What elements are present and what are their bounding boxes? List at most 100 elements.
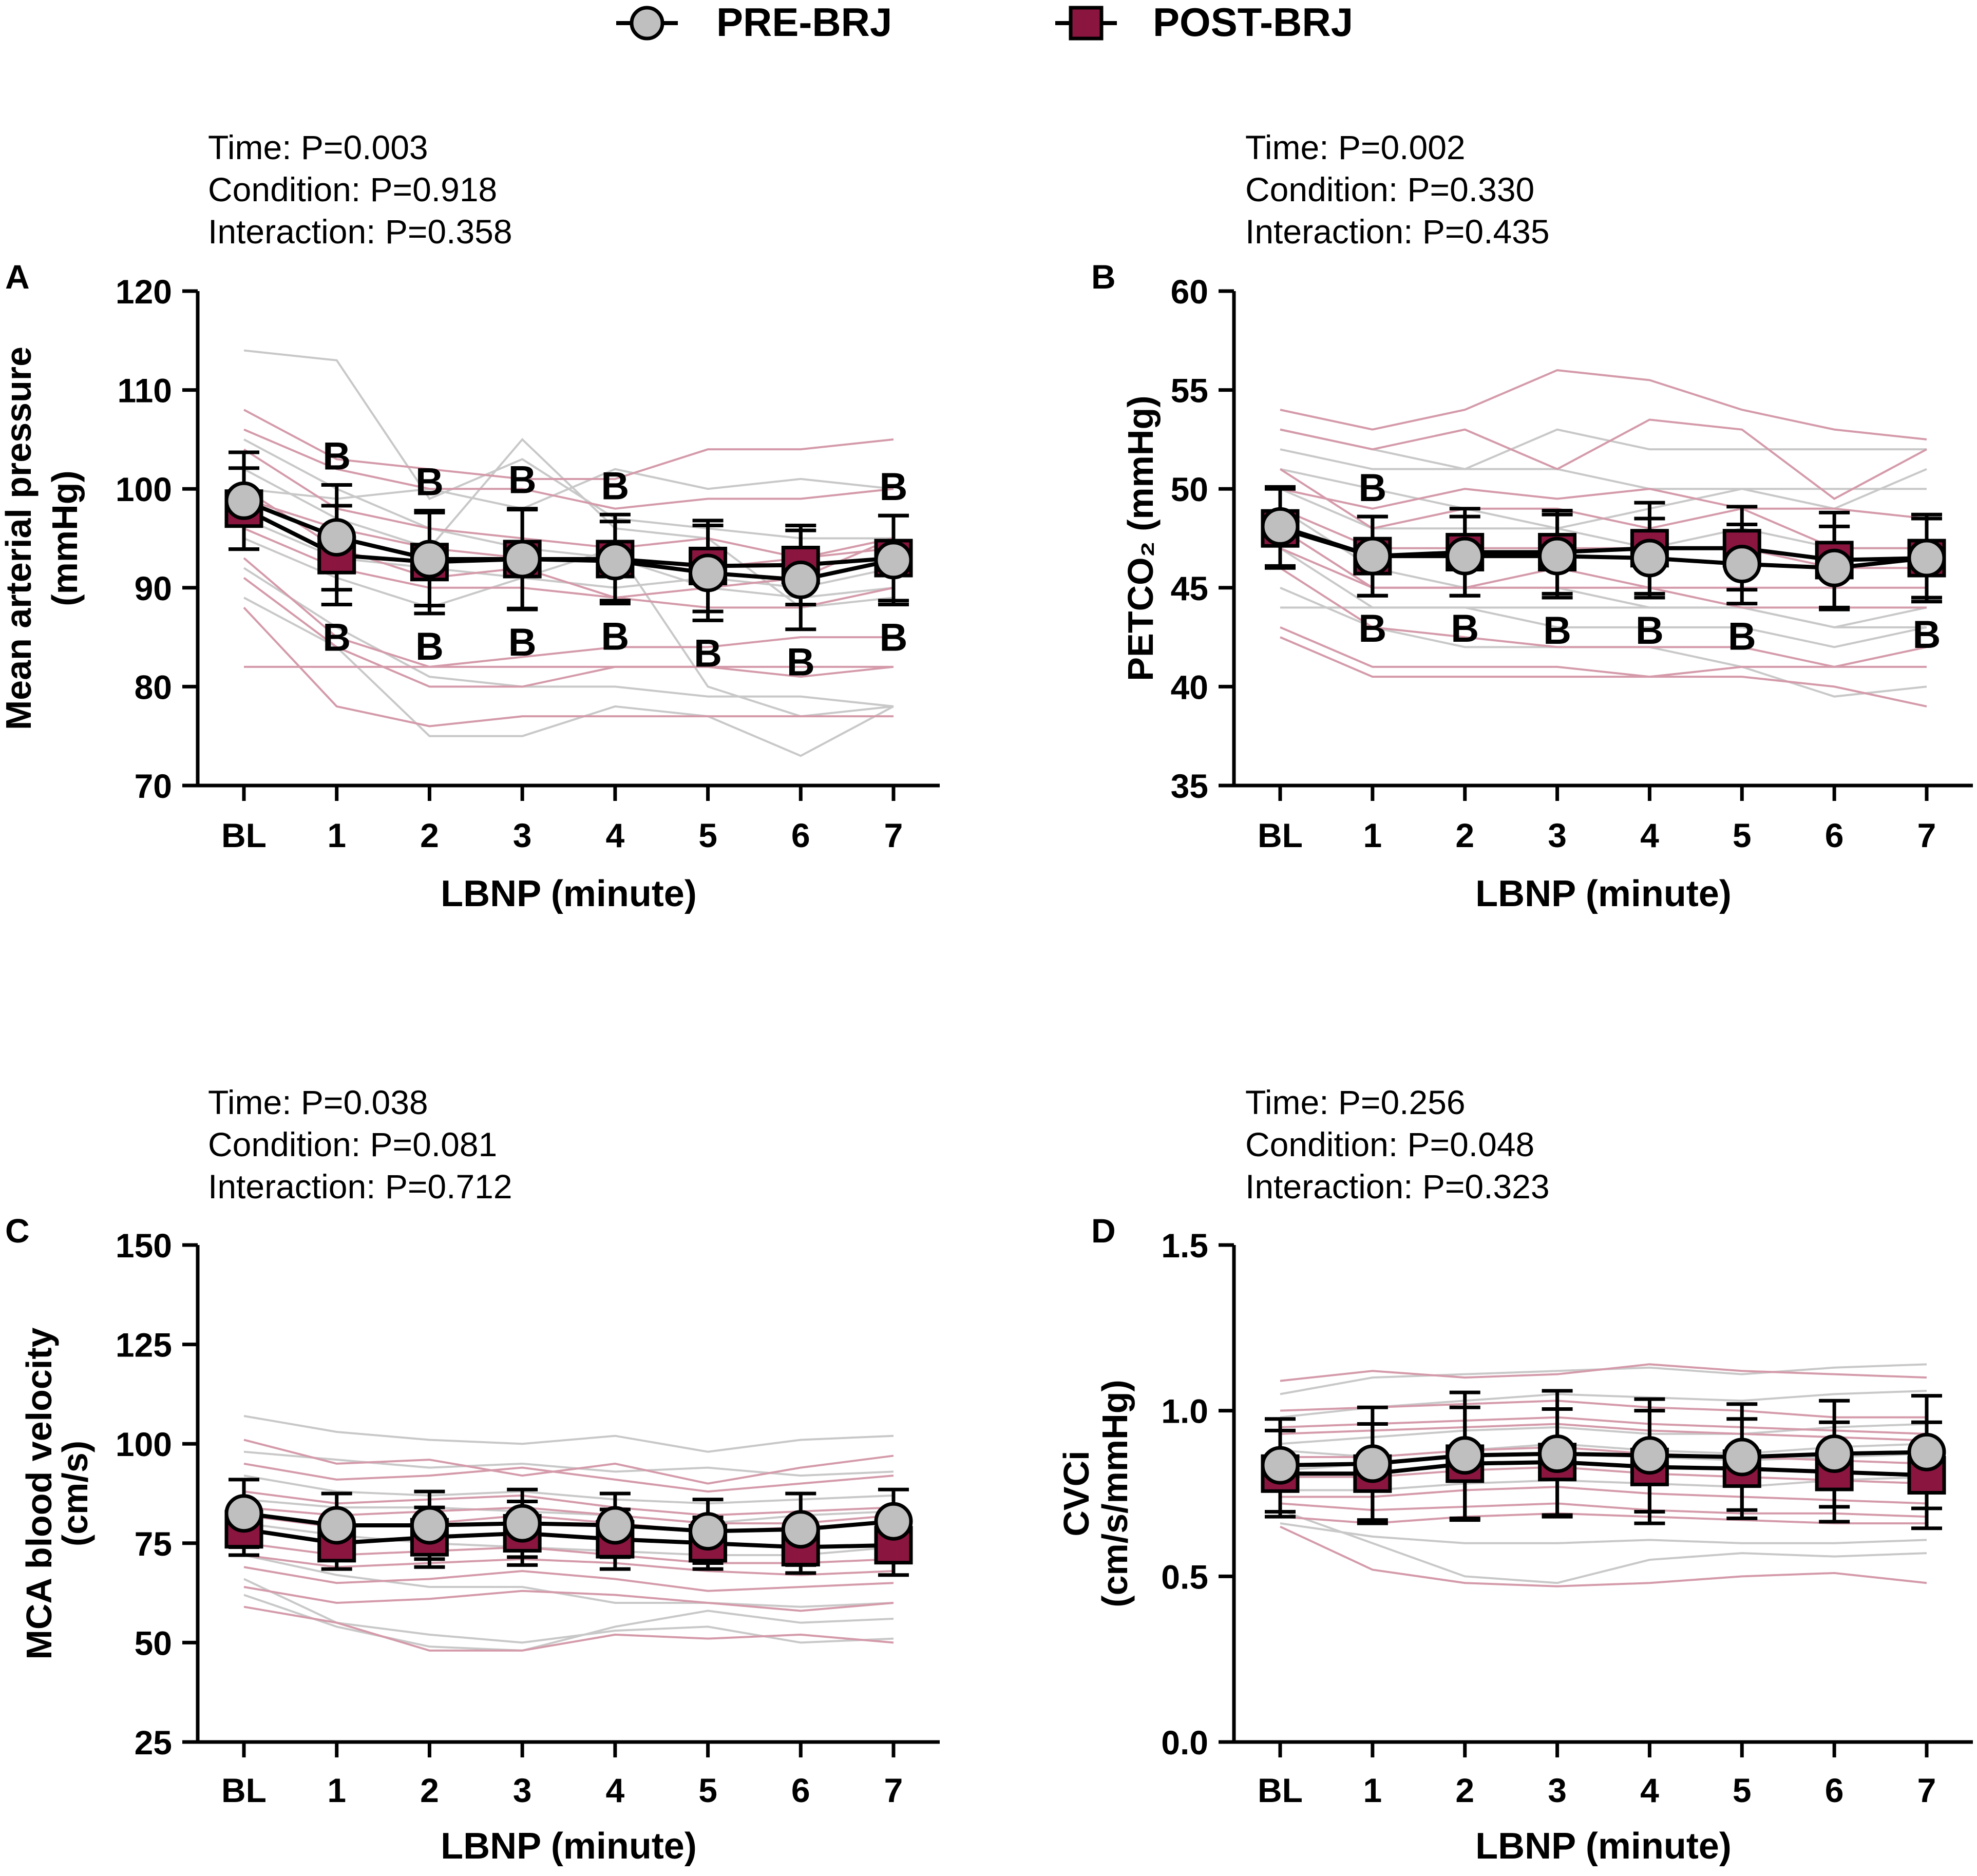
pre-marker bbox=[1538, 1434, 1577, 1473]
pre-marker bbox=[503, 540, 542, 579]
y-tick-label: 100 bbox=[116, 1425, 172, 1463]
x-tick-label: 7 bbox=[884, 816, 903, 854]
x-tick-label: 6 bbox=[1825, 1771, 1844, 1809]
panel-b: Time: P=0.002 Condition: P=0.330 Interacti… bbox=[1091, 128, 1973, 914]
individual-trace-pre bbox=[243, 567, 894, 707]
legend-post-label: POST-BRJ bbox=[1153, 0, 1353, 45]
pre-marker bbox=[874, 1502, 913, 1541]
pre-marker bbox=[689, 1512, 728, 1551]
x-tick-label: 6 bbox=[791, 816, 810, 854]
significance-label-below: B bbox=[601, 615, 629, 659]
y-tick-label: 0.0 bbox=[1161, 1724, 1208, 1762]
pre-marker bbox=[1722, 545, 1761, 584]
pre-marker bbox=[1815, 548, 1854, 587]
individual-trace-post bbox=[1280, 547, 1927, 589]
pre-marker bbox=[1907, 1432, 1946, 1471]
individual-trace-pre bbox=[243, 1475, 894, 1505]
x-tick-label: BL bbox=[221, 816, 267, 854]
individual-trace-pre bbox=[243, 1498, 894, 1525]
pre-marker bbox=[781, 1510, 820, 1549]
y-tick-label: 125 bbox=[116, 1326, 172, 1364]
individual-trace-post bbox=[243, 1439, 894, 1485]
y-tick-label: 90 bbox=[135, 569, 172, 607]
individual-trace-post bbox=[1280, 1423, 1927, 1442]
pre-marker bbox=[596, 1506, 635, 1545]
individual-trace-post bbox=[243, 1605, 894, 1652]
individual-trace-post bbox=[243, 428, 894, 510]
significance-label-below: B bbox=[1451, 607, 1479, 650]
x-tick-label: 4 bbox=[605, 816, 624, 854]
x-axis-label: LBNP (minute) bbox=[441, 873, 697, 914]
x-tick-label: BL bbox=[1258, 816, 1303, 854]
individual-trace-pre bbox=[243, 1450, 894, 1477]
pre-marker bbox=[1446, 1436, 1485, 1475]
legend-post-marker bbox=[1055, 6, 1117, 41]
y-tick-label: 0.5 bbox=[1161, 1558, 1208, 1596]
panel-letter: C bbox=[5, 1212, 30, 1250]
significance-label-below: B bbox=[322, 616, 351, 660]
y-axis-label: PETCO₂ (mmHg) bbox=[1120, 395, 1161, 681]
significance-label-below: B bbox=[1543, 609, 1571, 653]
pre-marker bbox=[1446, 537, 1485, 576]
legend-pre-marker bbox=[616, 6, 678, 41]
y-tick-label: 1.0 bbox=[1161, 1392, 1208, 1430]
significance-label-above: B bbox=[322, 434, 351, 478]
panel-letter: B bbox=[1091, 258, 1116, 296]
individual-trace-post bbox=[243, 409, 894, 480]
pre-marker bbox=[1630, 1436, 1669, 1475]
x-tick-label: 1 bbox=[327, 816, 346, 854]
y-axis-label: (cm/s/mmHg) bbox=[1095, 1380, 1135, 1607]
pre-marker bbox=[1630, 539, 1669, 578]
significance-label-above: B bbox=[601, 464, 629, 508]
stat-line: Time: P=0.256 bbox=[1245, 1083, 1466, 1121]
y-axis-label: (cm/s) bbox=[55, 1441, 95, 1546]
individual-trace-pre bbox=[243, 1594, 894, 1652]
legend: PRE-BRJ POST-BRJ bbox=[616, 0, 1353, 45]
x-tick-label: 5 bbox=[1733, 1771, 1752, 1809]
y-axis-label: Mean arterial pressure bbox=[0, 347, 39, 730]
pre-marker bbox=[410, 1506, 449, 1545]
y-tick-label: 100 bbox=[116, 470, 172, 508]
pre-marker bbox=[689, 553, 728, 592]
pre-marker bbox=[874, 541, 913, 580]
x-tick-label: 2 bbox=[1455, 1771, 1474, 1809]
panel-c: Time: P=0.038 Condition: P=0.081 Interacti… bbox=[5, 1083, 940, 1867]
stat-line: Condition: P=0.918 bbox=[208, 170, 497, 208]
individual-trace-post bbox=[1280, 1486, 1927, 1505]
stat-line: Condition: P=0.081 bbox=[208, 1125, 497, 1163]
y-axis-label: (mmHg) bbox=[45, 470, 85, 606]
individual-trace-pre bbox=[243, 438, 894, 599]
pre-marker bbox=[1538, 537, 1577, 576]
pre-marker bbox=[317, 518, 356, 557]
panel-d: Time: P=0.256 Condition: P=0.048 Interacti… bbox=[1056, 1083, 1973, 1867]
significance-label-below: B bbox=[787, 641, 815, 684]
individual-trace-pre bbox=[1280, 1509, 1927, 1584]
x-axis-label: LBNP (minute) bbox=[1475, 1826, 1732, 1867]
individual-trace-pre bbox=[243, 468, 894, 510]
x-tick-label: 7 bbox=[884, 1771, 903, 1809]
individual-trace-pre bbox=[243, 537, 894, 718]
legend-pre-label: PRE-BRJ bbox=[716, 0, 892, 45]
x-tick-label: 5 bbox=[1733, 816, 1752, 854]
panel-a: Time: P=0.003 Condition: P=0.918 Interacti… bbox=[0, 128, 940, 914]
significance-label-below: B bbox=[1728, 615, 1756, 659]
x-tick-label: 3 bbox=[513, 1771, 532, 1809]
pre-marker bbox=[317, 1506, 356, 1545]
individual-trace-post bbox=[1280, 626, 1927, 678]
pre-marker bbox=[410, 540, 449, 579]
pre-marker bbox=[596, 542, 635, 581]
significance-label-below: B bbox=[880, 616, 908, 660]
individual-trace-post bbox=[243, 1586, 894, 1612]
stat-line: Interaction: P=0.323 bbox=[1245, 1167, 1550, 1205]
individual-trace-pre bbox=[1280, 1522, 1927, 1544]
x-tick-label: 1 bbox=[1363, 1771, 1382, 1809]
pre-marker bbox=[1353, 537, 1392, 576]
individual-trace-post bbox=[1280, 488, 1927, 520]
stat-line: Interaction: P=0.358 bbox=[208, 213, 512, 251]
stat-line: Time: P=0.003 bbox=[208, 128, 428, 166]
stat-line: Condition: P=0.330 bbox=[1245, 170, 1534, 208]
y-tick-label: 1.5 bbox=[1161, 1227, 1208, 1265]
x-tick-label: 4 bbox=[1640, 816, 1659, 854]
